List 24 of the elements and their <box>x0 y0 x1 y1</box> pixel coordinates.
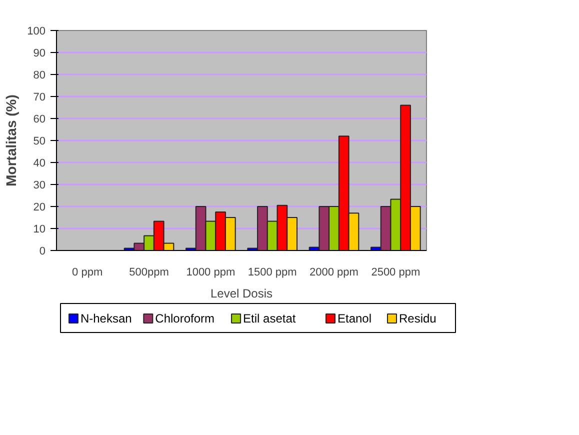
y-tick-label: 50 <box>33 136 46 148</box>
x-tick-label: 500ppm <box>129 266 169 278</box>
x-axis-title: Level Dosis <box>210 286 273 300</box>
y-tick-label: 70 <box>33 92 46 104</box>
y-tick-label: 60 <box>33 114 46 126</box>
x-tick-label: 1000 ppm <box>186 266 236 278</box>
y-tick-label: 40 <box>33 158 46 170</box>
y-tick-label: 20 <box>33 202 46 214</box>
y-axis-title: Mortalitas (%) <box>3 94 20 186</box>
x-tick-label: 2000 ppm <box>310 266 358 278</box>
x-tick-label: 0 ppm <box>72 266 103 278</box>
legend-label: Etanol <box>337 312 372 326</box>
y-tick-label: 0 <box>39 246 46 258</box>
y-tick-label: 100 <box>27 26 46 38</box>
legend-label: Chloroform <box>155 312 215 326</box>
y-tick-label: 30 <box>33 180 46 192</box>
legend-label: Etil asetat <box>243 312 296 326</box>
x-tick-label: 1500 ppm <box>248 266 297 278</box>
y-tick-label: 10 <box>33 224 46 236</box>
legend-label: Residu <box>398 312 436 326</box>
y-tick-label: 90 <box>33 48 46 60</box>
y-tick-label: 80 <box>33 70 46 82</box>
x-tick-label: 2500 ppm <box>371 266 420 278</box>
legend-label: N-heksan <box>80 312 132 326</box>
